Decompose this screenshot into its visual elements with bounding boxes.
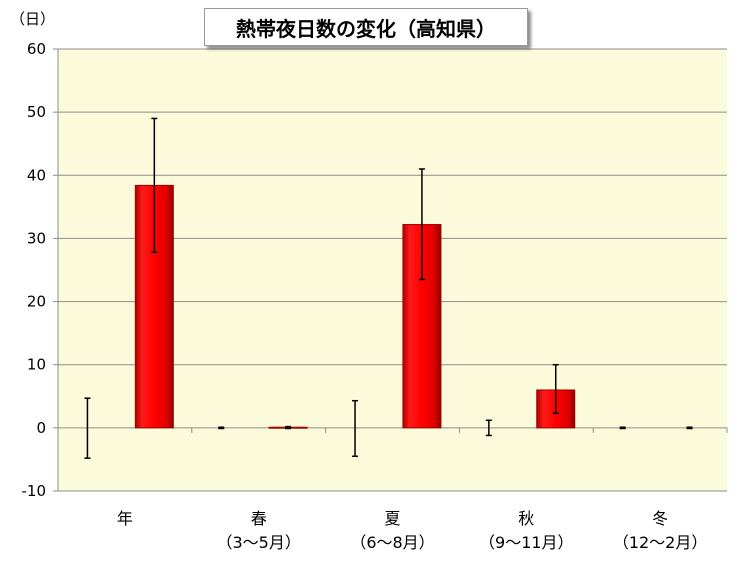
y-tick-label: 0 xyxy=(36,419,46,437)
y-tick-label: 10 xyxy=(27,356,46,374)
x-category-sublabel: （9～11月） xyxy=(479,533,574,552)
y-tick-label: 60 xyxy=(27,40,46,58)
y-tick-label: 30 xyxy=(27,229,46,247)
y-axis-ticks: 60 50 40 30 20 10 0 -10 xyxy=(22,40,47,500)
y-tick-label: -10 xyxy=(22,482,47,500)
y-axis-unit: （日） xyxy=(10,10,56,28)
x-category-label: 夏 xyxy=(384,509,400,528)
x-axis-labels: 年 春 （3～5月） 夏 （6～8月） 秋 （9～11月） 冬 （12～2月） xyxy=(117,509,707,552)
x-category-label: 冬 xyxy=(652,509,668,528)
x-category-label: 年 xyxy=(117,509,133,528)
x-category-sublabel: （12～2月） xyxy=(613,533,708,552)
y-tick-label: 50 xyxy=(27,103,46,121)
x-category-label: 春 xyxy=(251,509,267,528)
x-category-label: 秋 xyxy=(518,509,534,528)
y-tick-label: 40 xyxy=(27,166,46,184)
x-category-sublabel: （3～5月） xyxy=(217,533,301,552)
error-bars xyxy=(84,117,693,459)
chart-title: 熱帯夜日数の変化（高知県） xyxy=(204,8,528,46)
x-category-sublabel: （6～8月） xyxy=(350,533,434,552)
y-tick-label: 20 xyxy=(27,293,46,311)
